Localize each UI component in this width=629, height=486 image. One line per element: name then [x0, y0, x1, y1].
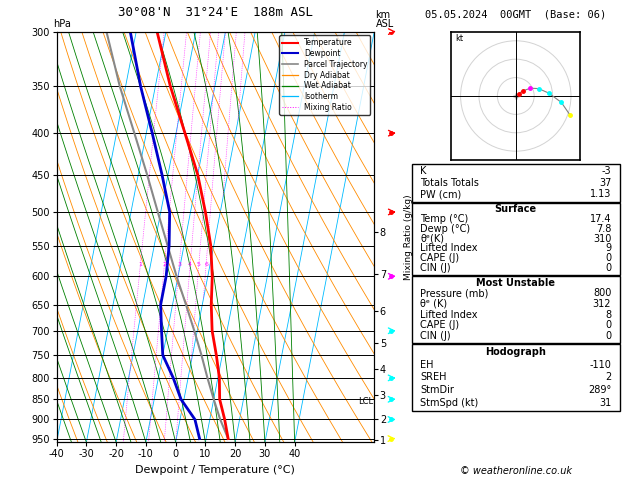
Text: 1.13: 1.13 [590, 189, 611, 199]
Text: Lifted Index: Lifted Index [420, 243, 478, 254]
Text: 17.4: 17.4 [590, 214, 611, 224]
Text: © weatheronline.co.uk: © weatheronline.co.uk [460, 466, 572, 476]
Text: 310: 310 [593, 234, 611, 243]
Text: 31: 31 [599, 398, 611, 407]
Text: kt: kt [455, 34, 463, 43]
X-axis label: Dewpoint / Temperature (°C): Dewpoint / Temperature (°C) [135, 465, 296, 475]
Text: CIN (J): CIN (J) [420, 331, 451, 341]
Legend: Temperature, Dewpoint, Parcel Trajectory, Dry Adiabat, Wet Adiabat, Isotherm, Mi: Temperature, Dewpoint, Parcel Trajectory… [279, 35, 370, 115]
Text: SREH: SREH [420, 372, 447, 382]
Text: -110: -110 [589, 360, 611, 370]
Text: PW (cm): PW (cm) [420, 189, 462, 199]
Text: 37: 37 [599, 178, 611, 188]
Text: Most Unstable: Most Unstable [476, 278, 555, 288]
Text: 7.8: 7.8 [596, 224, 611, 234]
Text: 30°08'N  31°24'E  188m ASL: 30°08'N 31°24'E 188m ASL [118, 6, 313, 19]
Text: Dewp (°C): Dewp (°C) [420, 224, 470, 234]
Text: Temp (°C): Temp (°C) [420, 214, 469, 224]
Text: 8: 8 [605, 310, 611, 320]
Text: Surface: Surface [495, 204, 537, 214]
Text: K: K [420, 166, 426, 176]
Text: CAPE (J): CAPE (J) [420, 253, 459, 263]
Text: 800: 800 [593, 288, 611, 298]
Text: CIN (J): CIN (J) [420, 263, 451, 273]
Text: 05.05.2024  00GMT  (Base: 06): 05.05.2024 00GMT (Base: 06) [425, 9, 606, 19]
Text: 0: 0 [605, 253, 611, 263]
Text: km
ASL: km ASL [376, 10, 394, 29]
Text: 2: 2 [605, 372, 611, 382]
Text: 0: 0 [605, 320, 611, 330]
Text: θᵉ(K): θᵉ(K) [420, 234, 444, 243]
Text: Mixing Ratio (g/kg): Mixing Ratio (g/kg) [404, 194, 413, 280]
Text: EH: EH [420, 360, 434, 370]
Text: 312: 312 [593, 299, 611, 309]
Text: 9: 9 [605, 243, 611, 254]
Text: LCL: LCL [359, 397, 374, 406]
Text: 4: 4 [188, 262, 192, 267]
Text: 2: 2 [162, 262, 167, 267]
Text: θᵉ (K): θᵉ (K) [420, 299, 447, 309]
Text: hPa: hPa [53, 19, 71, 29]
Text: 0: 0 [605, 263, 611, 273]
Text: Lifted Index: Lifted Index [420, 310, 478, 320]
Text: Totals Totals: Totals Totals [420, 178, 479, 188]
Text: StmSpd (kt): StmSpd (kt) [420, 398, 479, 407]
Text: StmDir: StmDir [420, 385, 454, 395]
Text: Hodograph: Hodograph [486, 347, 546, 357]
Text: Pressure (mb): Pressure (mb) [420, 288, 489, 298]
Text: -3: -3 [601, 166, 611, 176]
Text: 5: 5 [197, 262, 201, 267]
Text: 1: 1 [138, 262, 142, 267]
Text: 3: 3 [177, 262, 181, 267]
Text: 6: 6 [204, 262, 208, 267]
Text: 289°: 289° [588, 385, 611, 395]
Text: 0: 0 [605, 331, 611, 341]
Text: CAPE (J): CAPE (J) [420, 320, 459, 330]
